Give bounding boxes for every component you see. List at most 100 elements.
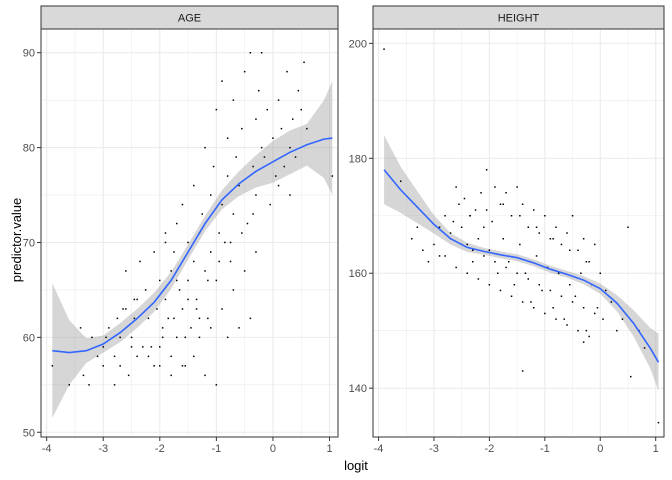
data-point xyxy=(232,213,235,215)
data-point xyxy=(142,346,144,348)
x-tick-label: -1 xyxy=(211,443,221,455)
data-point xyxy=(243,270,246,272)
data-point xyxy=(422,249,424,251)
data-point xyxy=(252,165,254,168)
data-point xyxy=(119,336,121,339)
data-point xyxy=(277,99,280,101)
data-point xyxy=(508,261,510,263)
data-point xyxy=(289,194,291,196)
data-point xyxy=(218,260,220,263)
panel-border-height xyxy=(372,28,665,438)
x-tick-label: 0 xyxy=(270,443,276,455)
data-points-height xyxy=(383,48,660,424)
data-point xyxy=(472,261,474,263)
data-point xyxy=(549,238,552,240)
data-point xyxy=(195,298,198,301)
data-point xyxy=(221,203,223,206)
data-point xyxy=(527,226,529,228)
confidence-ribbon-age xyxy=(52,81,333,418)
data-point xyxy=(243,70,246,73)
data-point xyxy=(204,374,206,377)
x-axis-age: -4 -3 -2 -1 0 1 xyxy=(42,437,333,455)
data-point xyxy=(187,241,189,244)
data-point xyxy=(552,307,554,309)
data-point xyxy=(521,370,524,372)
strip-label-age: AGE xyxy=(178,13,201,25)
data-point xyxy=(246,222,249,225)
data-point xyxy=(474,209,477,211)
data-point xyxy=(491,220,493,223)
data-point xyxy=(552,238,554,240)
y-axis-height: 140 160 180 200 xyxy=(349,38,373,395)
data-point xyxy=(249,317,252,320)
data-point xyxy=(130,336,133,339)
data-point xyxy=(455,266,457,269)
data-point xyxy=(184,365,186,367)
data-point xyxy=(187,298,189,301)
data-point xyxy=(530,301,532,303)
data-point xyxy=(88,384,90,386)
data-point xyxy=(521,203,524,205)
data-point xyxy=(535,226,538,228)
data-point xyxy=(585,329,588,332)
smooth-line-height xyxy=(383,169,660,363)
data-point xyxy=(252,213,254,215)
y-tick-label: 80 xyxy=(23,143,35,155)
data-point xyxy=(190,327,192,329)
data-point xyxy=(226,137,229,139)
data-point xyxy=(516,186,518,188)
data-point xyxy=(136,355,138,358)
data-point xyxy=(643,347,646,349)
data-point xyxy=(122,308,124,310)
data-point xyxy=(588,335,590,338)
data-point xyxy=(181,203,184,206)
data-point xyxy=(574,295,577,297)
data-point xyxy=(176,222,178,225)
data-point xyxy=(51,365,54,367)
data-point xyxy=(255,251,257,253)
data-point xyxy=(588,261,590,263)
data-point xyxy=(555,318,557,320)
data-point xyxy=(170,270,172,272)
data-point xyxy=(538,232,540,234)
data-point xyxy=(502,238,504,240)
data-point xyxy=(195,308,198,310)
data-point xyxy=(280,127,283,130)
gridlines-age xyxy=(41,29,338,437)
data-point xyxy=(488,284,491,286)
data-point xyxy=(198,317,201,320)
data-point xyxy=(173,317,175,320)
data-point xyxy=(133,298,136,301)
data-point xyxy=(438,255,441,257)
data-point xyxy=(181,365,184,367)
data-point xyxy=(477,278,480,280)
data-point xyxy=(585,261,588,263)
data-point xyxy=(221,80,223,82)
data-point xyxy=(238,184,240,187)
data-point xyxy=(238,327,240,329)
data-point xyxy=(82,374,85,377)
data-point xyxy=(444,255,446,257)
data-point xyxy=(505,192,507,194)
data-point xyxy=(452,220,455,223)
data-point xyxy=(170,374,172,377)
data-point xyxy=(147,355,150,358)
data-point xyxy=(133,317,136,320)
data-point xyxy=(272,137,274,139)
data-point xyxy=(125,270,127,272)
data-point xyxy=(294,156,297,158)
data-point xyxy=(178,289,181,291)
data-point xyxy=(582,341,585,343)
data-point xyxy=(610,301,613,303)
data-point xyxy=(289,146,291,149)
data-point xyxy=(215,108,218,111)
data-point xyxy=(566,232,568,234)
data-point xyxy=(283,165,285,168)
data-point xyxy=(159,346,161,348)
data-point xyxy=(300,108,302,111)
data-point xyxy=(555,226,557,228)
y-tick-label: 70 xyxy=(23,237,35,249)
data-point xyxy=(541,289,543,292)
y-tick-label: 140 xyxy=(349,383,367,395)
data-point xyxy=(657,421,660,424)
